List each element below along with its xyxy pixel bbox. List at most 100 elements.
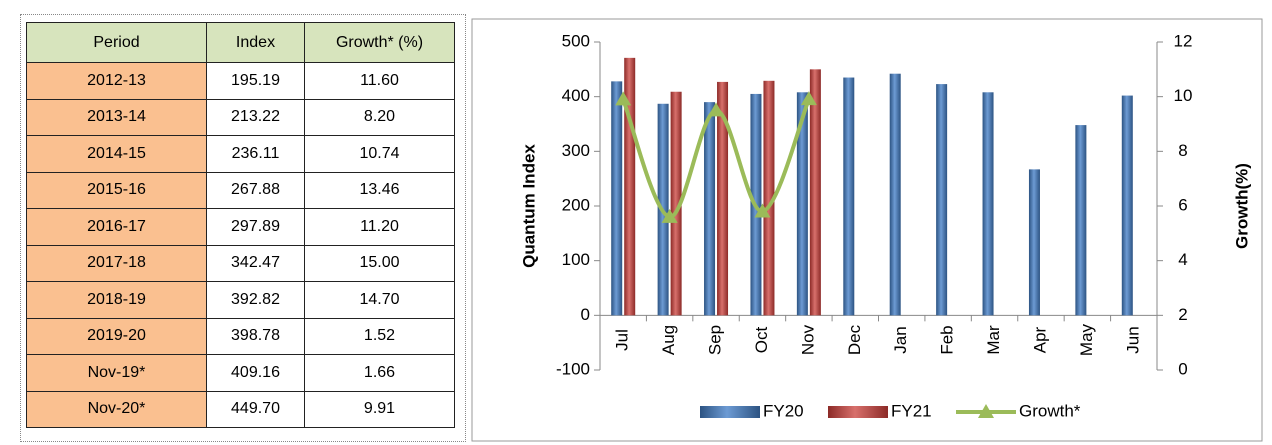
table-cell: 2016-17 bbox=[26, 208, 207, 246]
legend-label: FY20 bbox=[763, 401, 804, 420]
table-cell: 213.22 bbox=[206, 98, 305, 136]
x-tick-label: Apr bbox=[1030, 326, 1049, 353]
y-tick-label: -100 bbox=[556, 359, 590, 378]
table-cell: 10.74 bbox=[304, 135, 455, 173]
y-tick-label: 500 bbox=[562, 31, 590, 50]
table-row: Nov-19* 409.16 1.66 bbox=[26, 354, 455, 392]
header-cell: Growth* (%) bbox=[304, 22, 455, 63]
data-table: Period Index Growth* (%) 2012-13 195.19 11.60… bbox=[26, 22, 455, 428]
x-tick-label: Jun bbox=[1123, 326, 1142, 353]
x-tick-label: Dec bbox=[845, 324, 864, 355]
y2-tick-label: 0 bbox=[1178, 359, 1187, 378]
chart-border bbox=[471, 18, 1263, 442]
table-row: 2016-17 297.89 11.20 bbox=[26, 208, 455, 246]
bar bbox=[1121, 95, 1133, 316]
bar bbox=[704, 102, 716, 316]
table-cell: Nov-19* bbox=[26, 354, 207, 392]
table-row: 2014-15 236.11 10.74 bbox=[26, 135, 455, 173]
y-tick-label: 0 bbox=[581, 305, 590, 324]
bar bbox=[1028, 169, 1040, 316]
table-cell: 1.52 bbox=[304, 317, 455, 355]
bar bbox=[1075, 125, 1087, 316]
table-cell: 297.89 bbox=[206, 208, 305, 246]
table-cell: 392.82 bbox=[206, 281, 305, 319]
bar bbox=[670, 91, 682, 316]
y-tick-label: 300 bbox=[562, 141, 590, 160]
y2-tick-label: 10 bbox=[1174, 86, 1193, 105]
table-cell: 11.60 bbox=[304, 62, 455, 100]
legend-swatch bbox=[700, 406, 760, 418]
y2-tick-label: 2 bbox=[1178, 305, 1187, 324]
table-cell: Nov-20* bbox=[26, 390, 207, 428]
bar bbox=[717, 81, 729, 316]
table-frame bbox=[20, 14, 466, 442]
table-row: 2017-18 342.47 15.00 bbox=[26, 244, 455, 282]
bar bbox=[624, 57, 636, 316]
x-tick-label: Nov bbox=[798, 324, 817, 355]
table-cell: 11.20 bbox=[304, 208, 455, 246]
y2-tick-label: 6 bbox=[1178, 195, 1187, 214]
y2-tick-label: 8 bbox=[1178, 141, 1187, 160]
table-row: 2013-14 213.22 8.20 bbox=[26, 98, 455, 136]
table-cell: 9.91 bbox=[304, 390, 455, 428]
growth-marker bbox=[661, 208, 678, 223]
x-tick-label: Mar bbox=[984, 325, 1003, 355]
growth-marker bbox=[800, 91, 817, 106]
table-cell: 14.70 bbox=[304, 281, 455, 319]
x-tick-label: Jul bbox=[613, 329, 632, 351]
table-cell: 2013-14 bbox=[26, 98, 207, 136]
bar bbox=[889, 73, 901, 316]
table-row: 2019-20 398.78 1.52 bbox=[26, 317, 455, 355]
header-cell: Period bbox=[26, 22, 207, 63]
x-tick-label: Sep bbox=[706, 325, 725, 355]
table-cell: 267.88 bbox=[206, 171, 305, 209]
y2-axis-title: Growth(%) bbox=[1232, 163, 1251, 249]
growth-marker bbox=[615, 91, 632, 106]
legend-label: Growth* bbox=[1019, 401, 1081, 420]
table-cell: 2012-13 bbox=[26, 62, 207, 100]
table-cell: 2018-19 bbox=[26, 281, 207, 319]
table-cell: 13.46 bbox=[304, 171, 455, 209]
table-cell: 1.66 bbox=[304, 354, 455, 392]
table-cell: 2014-15 bbox=[26, 135, 207, 173]
bar bbox=[936, 84, 948, 316]
table-cell: 8.20 bbox=[304, 98, 455, 136]
growth-line bbox=[621, 98, 811, 219]
y2-tick-label: 12 bbox=[1174, 31, 1193, 50]
table-cell: 449.70 bbox=[206, 390, 305, 428]
growth-marker bbox=[754, 203, 771, 218]
y-tick-label: 100 bbox=[562, 250, 590, 269]
bar bbox=[763, 80, 775, 316]
y-axis-title: Quantum Index bbox=[519, 144, 538, 268]
bar bbox=[796, 92, 808, 316]
table-cell: 2019-20 bbox=[26, 317, 207, 355]
x-tick-label: Aug bbox=[659, 325, 678, 355]
table-row: 2012-13 195.19 11.60 bbox=[26, 62, 455, 100]
y-tick-label: 200 bbox=[562, 195, 590, 214]
legend-label: FY21 bbox=[891, 401, 932, 420]
table-row: Nov-20* 449.70 9.91 bbox=[26, 390, 455, 428]
y-tick-label: 400 bbox=[562, 86, 590, 105]
legend-swatch bbox=[828, 406, 888, 418]
bar bbox=[982, 92, 994, 316]
table-cell: 398.78 bbox=[206, 317, 305, 355]
growth-marker bbox=[708, 102, 725, 117]
table-row: 2015-16 267.88 13.46 bbox=[26, 171, 455, 209]
bar bbox=[809, 69, 821, 316]
table-cell: 15.00 bbox=[304, 244, 455, 282]
table-row: 2018-19 392.82 14.70 bbox=[26, 281, 455, 319]
table-cell: 2017-18 bbox=[26, 244, 207, 282]
bar bbox=[843, 77, 855, 316]
x-tick-label: Oct bbox=[752, 327, 771, 354]
table-cell: 342.47 bbox=[206, 244, 305, 282]
header-row: Period Index Growth* (%) bbox=[26, 22, 455, 63]
x-tick-label: Feb bbox=[938, 325, 957, 354]
x-tick-label: May bbox=[1077, 323, 1096, 356]
table-cell: 409.16 bbox=[206, 354, 305, 392]
table-cell: 236.11 bbox=[206, 135, 305, 173]
x-tick-label: Jan bbox=[891, 326, 910, 353]
bar bbox=[611, 81, 623, 316]
y2-tick-label: 4 bbox=[1178, 250, 1187, 269]
